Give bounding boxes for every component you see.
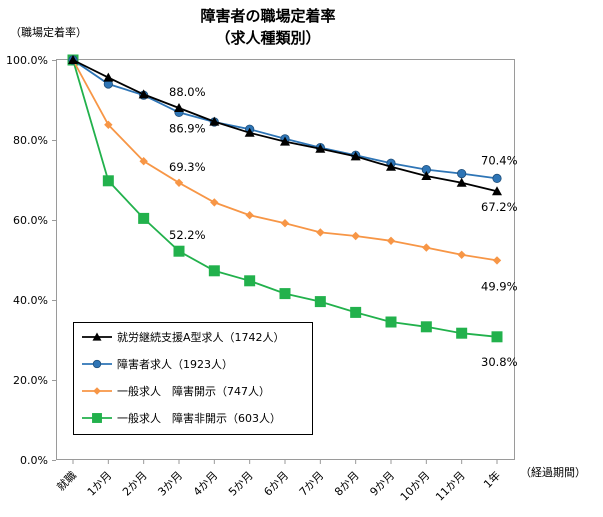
data-point (420, 321, 432, 333)
y-tick-label: 20.0% (13, 374, 48, 387)
data-point (103, 72, 114, 82)
legend-item: 障害者求人（1923人） (82, 357, 233, 371)
series-0 (68, 55, 502, 196)
data-point (244, 127, 255, 137)
legend-box (73, 322, 313, 435)
x-axis: 就職 1か月 2か月 3か月 4か月 5か月 6か月 7か月 8か月 9か月 10か月 11か月 1年 (54, 460, 503, 504)
plot-area (56, 59, 515, 460)
data-point (456, 327, 468, 339)
data-point (208, 265, 220, 277)
x-tick-label: 10か月 (398, 469, 433, 504)
data-point (422, 243, 431, 252)
y-tick-label: 80.0% (13, 134, 48, 147)
annotation-layer: 88.0% 86.9% 69.3% 52.2% 70.4% 67.2% 49.9% 30.8% (169, 85, 518, 369)
x-tick-label: 9か月 (367, 469, 397, 499)
series-layer (67, 54, 503, 343)
data-point (350, 151, 361, 161)
chart-title: 障害者の職場定着率 (200, 7, 335, 25)
data-point (244, 275, 256, 287)
data-point (138, 89, 149, 99)
y-axis: 0.0% 20.0% 40.0% 60.0% 80.0% 100.0% (6, 54, 56, 467)
data-point (210, 198, 219, 207)
data-point (457, 250, 466, 259)
data-point (280, 136, 290, 146)
data-point (245, 211, 254, 220)
data-point (457, 169, 467, 179)
data-point (492, 173, 502, 183)
chart-subtitle: （求人種類別） (215, 29, 320, 47)
data-point (316, 228, 325, 237)
y-tick-label: 0.0% (20, 454, 48, 467)
data-label: 86.9% (169, 121, 206, 135)
data-point (315, 143, 326, 153)
x-axis-label: （経過期間） (520, 466, 586, 479)
x-tick-label: 4か月 (191, 469, 221, 499)
data-label: 69.3% (169, 160, 206, 174)
data-point (279, 288, 291, 300)
data-point (139, 157, 148, 166)
legend-item: 一般求人 障害開示（747人） (82, 384, 270, 398)
data-point (92, 359, 102, 369)
y-tick-label: 60.0% (13, 214, 48, 227)
legend-item: 一般求人 障害非開示（603人） (82, 411, 281, 425)
data-point (173, 245, 185, 257)
data-point (385, 316, 397, 328)
x-tick-label: 5か月 (226, 469, 256, 499)
data-point (386, 161, 396, 171)
legend-item: 就労継続支援A型求人（1742人） (82, 330, 285, 344)
data-point (491, 331, 503, 343)
data-point (93, 387, 101, 395)
data-point (280, 219, 290, 228)
x-tick-label: 11か月 (433, 469, 468, 504)
data-label: 30.8% (481, 355, 518, 369)
data-point (492, 256, 502, 265)
y-tick-label: 40.0% (13, 294, 48, 307)
data-point (174, 103, 184, 112)
legend: 就労継続支援A型求人（1742人） 障害者求人（1923人） 一般求人 障害開示（7… (73, 322, 313, 435)
data-label: 88.0% (169, 85, 206, 99)
y-tick-label: 100.0% (6, 54, 48, 67)
data-point (351, 231, 360, 241)
data-point (456, 177, 467, 187)
data-point (350, 306, 362, 318)
series-1 (68, 55, 502, 183)
x-tick-label: 就職 (54, 468, 79, 493)
y-axis-label: （職場定着率） (10, 25, 87, 39)
x-tick-label: 3か月 (155, 469, 185, 499)
legend-label: 就労継続支援A型求人（1742人） (117, 330, 285, 344)
data-point (68, 55, 78, 64)
series-2 (68, 55, 502, 265)
data-point (421, 171, 432, 180)
data-point (104, 120, 113, 129)
series-line (72, 59, 498, 180)
series-line (72, 59, 498, 193)
legend-label: 一般求人 障害開示（747人） (117, 384, 270, 398)
legend-label: 障害者求人（1923人） (117, 357, 233, 371)
data-point (174, 178, 184, 187)
data-label: 70.4% (481, 153, 518, 167)
data-point (492, 186, 502, 196)
data-point (314, 296, 326, 308)
data-point (92, 332, 102, 341)
data-point (138, 212, 150, 224)
data-label: 52.2% (169, 228, 206, 242)
data-point (102, 175, 114, 187)
data-point (209, 116, 220, 126)
data-point (386, 236, 396, 245)
legend-label: 一般求人 障害非開示（603人） (117, 411, 281, 425)
x-tick-label: 6か月 (261, 469, 291, 499)
x-tick-label: 7か月 (297, 469, 327, 499)
x-tick-label: 1か月 (85, 469, 115, 499)
data-point (92, 413, 102, 423)
x-tick-label: 2か月 (120, 469, 150, 499)
x-tick-label: 1年 (480, 468, 503, 491)
x-tick-label: 8か月 (332, 469, 362, 499)
series-3 (67, 54, 503, 343)
data-label: 67.2% (481, 200, 518, 214)
legend-items: 就労継続支援A型求人（1742人） 障害者求人（1923人） 一般求人 障害開示（7… (82, 330, 285, 425)
data-label: 49.9% (481, 279, 518, 293)
